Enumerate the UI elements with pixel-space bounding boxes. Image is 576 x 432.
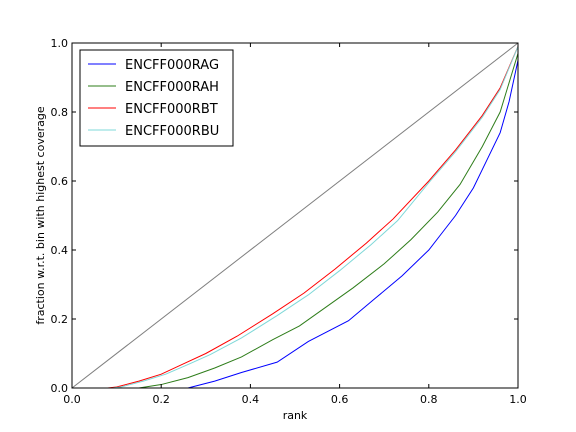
- y-tick-label: 0.0: [51, 382, 69, 395]
- y-axis-label: fraction w.r.t. bin with highest coverag…: [34, 106, 47, 324]
- series-line-encff000rbt: [107, 46, 519, 389]
- y-tick-label: 0.4: [51, 244, 69, 257]
- legend-label: ENCFF000RBT: [125, 102, 218, 117]
- series-line-encff000rag: [187, 60, 519, 389]
- x-tick-label: 0.0: [63, 393, 81, 406]
- series-layer: [71, 42, 519, 389]
- plot-frame: [71, 42, 519, 389]
- x-tick-label: 1.0: [509, 393, 527, 406]
- ticks-layer: 0.0 0.2 0.4 0.6 0.8 1.0 0.0 0.2 0.4 0.6 0.8 1.0: [51, 37, 527, 406]
- y-tick-label: 0.2: [51, 313, 69, 326]
- x-tick-label: 0.4: [242, 393, 260, 406]
- x-axis-label: rank: [283, 409, 308, 422]
- x-tick-label: 0.8: [420, 393, 438, 406]
- y-tick-label: 0.6: [51, 175, 69, 188]
- legend-label: ENCFF000RAH: [125, 80, 219, 95]
- x-tick-label: 0.6: [331, 393, 349, 406]
- legend-label: ENCFF000RBU: [125, 124, 219, 139]
- series-line-encff000rah: [138, 53, 519, 389]
- diagonal-reference-line: [71, 42, 519, 389]
- legend: ENCFF000RAG ENCFF000RAH ENCFF000RBT ENCFF00…: [79, 49, 234, 147]
- series-line-encff000rbu: [112, 46, 519, 389]
- legend-label: ENCFF000RAG: [125, 58, 219, 73]
- y-tick-label: 0.8: [51, 106, 69, 119]
- y-tick-label: 1.0: [51, 37, 69, 50]
- x-tick-label: 0.2: [152, 393, 170, 406]
